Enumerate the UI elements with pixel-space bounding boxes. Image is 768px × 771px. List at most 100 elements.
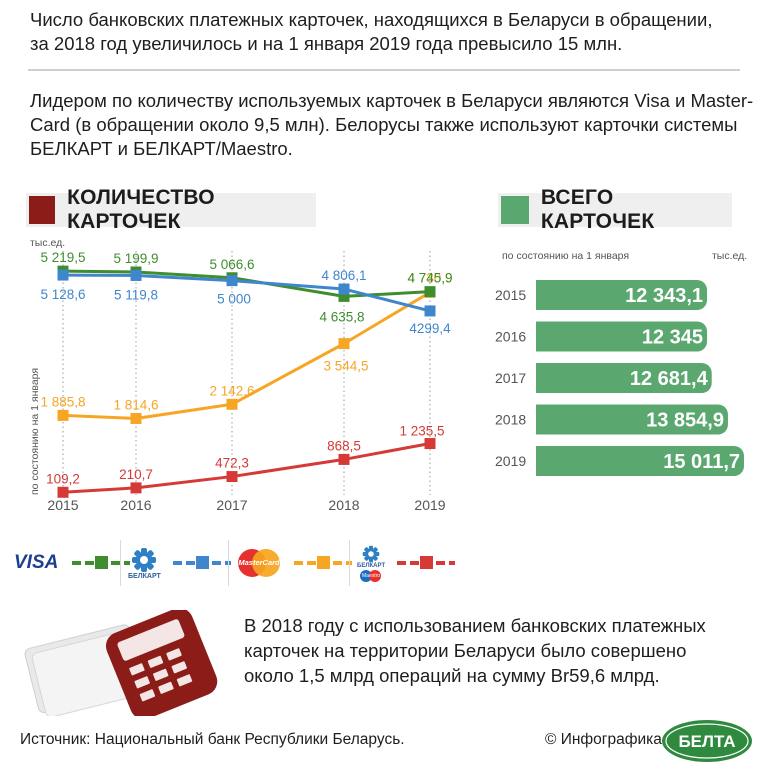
x-tick-label: 2016 — [120, 497, 151, 513]
data-label-visa: 4 745,9 — [407, 271, 452, 286]
data-label-belkart: 4 806,1 — [321, 268, 366, 283]
payment-terminal-icon — [24, 610, 218, 716]
mastercard-logo-text: MasterCard — [238, 558, 280, 567]
data-label-visa: 5 066,6 — [209, 257, 254, 272]
bar-category-label: 2017 — [495, 370, 526, 386]
intro-line-2: за 2018 год увеличилось и на 1 января 20… — [30, 33, 623, 54]
legend-belkart-maestro: БЕЛКАРТ Maestro — [357, 540, 456, 586]
x-tick-label: 2019 — [414, 497, 445, 513]
bar-category-label: 2018 — [495, 412, 526, 428]
line-chart: 2015 2016 2017 2018 2019 1 885,8 1 814,6 2 142… — [29, 237, 453, 513]
data-label-belkart_maestro: 210,7 — [119, 467, 153, 482]
data-point-belkart — [338, 283, 350, 295]
belta-logo: БЕЛТА — [662, 720, 752, 762]
source-note: Источник: Национальный банк Республики Б… — [20, 731, 405, 748]
belkart-snowflake-icon — [362, 545, 380, 562]
legend-divider — [120, 540, 121, 586]
bar-chart: 2015 12 343,1 2016 12 345 2017 12 681,4 2018 13… — [495, 250, 747, 476]
data-label-mastercard: 3 544,5 — [323, 359, 368, 374]
data-point-mastercard — [57, 409, 69, 421]
bar-category-label: 2016 — [495, 329, 526, 345]
data-point-belkart_maestro — [130, 482, 142, 494]
data-label-mastercard: 4 730,9 — [407, 270, 452, 285]
data-label-belkart: 4299,4 — [409, 321, 451, 336]
belta-logo-text: БЕЛТА — [678, 732, 735, 751]
data-label-belkart_maestro: 472,3 — [215, 456, 249, 471]
total-bar — [536, 321, 708, 352]
legend-line-visa — [72, 556, 131, 569]
data-label-belkart: 5 119,8 — [114, 287, 158, 302]
data-point-mastercard — [130, 412, 142, 424]
belkart-logo-text: БЕЛКАРТ — [128, 572, 161, 580]
bar-chart-header: ВСЕГО КАРТОЧЕК — [498, 186, 732, 233]
data-point-mastercard — [338, 338, 350, 350]
line-chart-unit-label: тыс.ед. — [30, 237, 65, 249]
legend-line-mastercard — [294, 556, 352, 569]
belkart-maestro-logo-text: БЕЛКАРТ — [357, 562, 386, 569]
data-point-mastercard — [226, 398, 238, 410]
x-tick-label: 2015 — [47, 497, 78, 513]
total-bar — [536, 446, 744, 476]
legend-divider — [228, 540, 229, 586]
belkart-logo: БЕЛКАРТ — [128, 547, 161, 580]
data-label-mastercard: 1 814,6 — [113, 397, 158, 412]
x-tick-label: 2018 — [328, 497, 359, 513]
data-point-belkart — [424, 305, 436, 317]
total-bar — [536, 404, 728, 435]
data-point-belkart_maestro — [424, 438, 436, 450]
data-label-visa: 5 219,5 — [40, 250, 85, 265]
header-square-icon — [501, 196, 529, 224]
data-label-mastercard: 2 142,6 — [209, 383, 254, 398]
bottom-line-1: В 2018 году с использованием банковских … — [244, 615, 706, 636]
legend-line-belkart-maestro — [397, 556, 456, 569]
bar-category-label: 2015 — [495, 287, 526, 303]
data-label-visa: 5 199,9 — [113, 251, 158, 266]
line-chart-title: КОЛИЧЕСТВО КАРТОЧЕК — [67, 186, 215, 233]
divider — [28, 69, 740, 71]
legend-belkart: БЕЛКАРТ — [128, 540, 231, 586]
bar-value-label: 12 681,4 — [630, 368, 709, 390]
belkart-snowflake-icon — [132, 547, 157, 572]
bar-value-label: 12 345 — [642, 327, 703, 349]
data-label-belkart_maestro: 868,5 — [327, 438, 361, 453]
data-point-belkart — [130, 269, 142, 281]
data-point-belkart_maestro — [226, 471, 238, 483]
line-chart-header: КОЛИЧЕСТВО КАРТОЧЕК — [26, 186, 316, 233]
intro-line-3: Лидером по количеству используемых карто… — [30, 90, 754, 111]
data-label-belkart: 5 128,6 — [40, 287, 85, 302]
data-label-visa: 4 635,8 — [319, 309, 364, 324]
maestro-logo-text: Maestro — [362, 572, 381, 579]
data-label-belkart_maestro: 1 235,5 — [399, 424, 444, 439]
header-square-icon — [29, 196, 56, 224]
intro-line-4: Card (в обращении около 9,5 млн). Белору… — [30, 114, 738, 135]
bottom-line-2: карточек на территории Беларуси было сов… — [244, 640, 687, 661]
bar-value-label: 13 854,9 — [646, 410, 724, 432]
data-point-belkart_maestro — [57, 486, 69, 498]
legend-divider — [349, 540, 350, 586]
copyright-note: © Инфографика — [545, 731, 662, 748]
intro-line-5: БЕЛКАРТ и БЕЛКАРТ/Maestro. — [30, 138, 293, 159]
legend-visa: VISA — [14, 540, 131, 586]
legend-mastercard: MasterCard — [236, 540, 352, 586]
bar-category-label: 2019 — [495, 453, 526, 469]
bar-chart-note: по состоянию на 1 января — [502, 250, 629, 262]
bottom-line-3: около 1,5 млрд операций на сумму Br59,6 … — [244, 665, 660, 686]
bar-value-label: 15 011,7 — [663, 451, 740, 473]
bar-chart-title: ВСЕГО КАРТОЧЕК — [540, 186, 655, 233]
belkart-maestro-logo: БЕЛКАРТ Maestro — [357, 545, 385, 582]
data-label-belkart: 5 000 — [217, 292, 251, 307]
data-point-visa — [338, 290, 350, 302]
intro-line-1: Число банковских платежных карточек, нах… — [30, 9, 713, 30]
data-point-belkart_maestro — [338, 453, 350, 465]
visa-logo: VISA — [14, 552, 59, 573]
data-label-mastercard: 1 885,8 — [40, 394, 85, 409]
data-point-belkart — [226, 275, 238, 287]
maestro-circles: Maestro — [358, 569, 384, 582]
data-point-visa — [424, 286, 436, 298]
data-label-belkart_maestro: 109,2 — [46, 471, 80, 486]
legend-line-belkart — [172, 556, 231, 569]
bar-chart-unit-label: тыс.ед. — [712, 250, 747, 262]
total-bar — [536, 363, 712, 393]
mastercard-logo: MasterCard — [236, 549, 282, 577]
data-point-belkart — [57, 269, 69, 281]
